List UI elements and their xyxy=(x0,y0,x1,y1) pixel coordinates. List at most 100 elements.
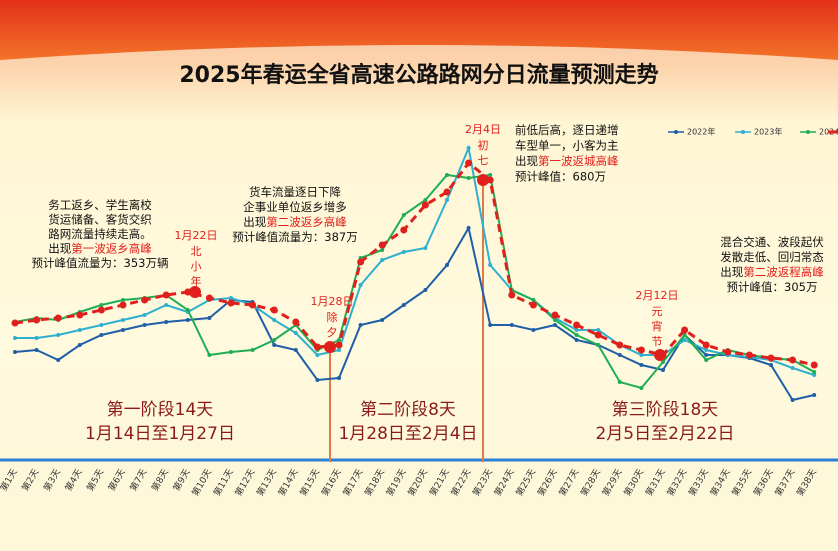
point xyxy=(551,311,559,319)
annotation-text: 企事业单位返乡增多 xyxy=(243,200,347,214)
stage-name: 第一阶段14天 xyxy=(107,400,214,420)
point xyxy=(488,323,493,327)
point xyxy=(164,303,169,307)
highlight-dot xyxy=(654,349,666,361)
stage-range: 2月5日至2月22日 xyxy=(595,424,734,444)
point xyxy=(553,318,557,322)
point xyxy=(13,336,17,340)
point xyxy=(423,246,428,250)
annotation-text: 务工返乡、学生离校 xyxy=(48,198,152,212)
annotation-text: 预计峰值流量为：387万 xyxy=(232,230,357,244)
annotation: 预计峰值流量为：353万辆 xyxy=(32,256,169,270)
point xyxy=(400,226,408,234)
date-marker-label: 初 xyxy=(478,138,489,152)
legend-swatch xyxy=(674,130,678,134)
legend-swatch xyxy=(741,130,745,134)
annotation: 前低后高，逐日递增 xyxy=(515,123,619,137)
annotation: 预计峰值：680万 xyxy=(515,169,606,183)
annotation: 货车流量逐日下降 xyxy=(249,185,341,199)
annotation: 预计峰值流量为：387万 xyxy=(232,230,357,244)
point xyxy=(380,248,385,252)
point xyxy=(423,288,428,292)
date-marker: 2月4日 xyxy=(465,123,501,136)
date-marker-label: 宵 xyxy=(652,319,663,333)
point xyxy=(639,386,644,390)
point xyxy=(337,348,341,352)
point xyxy=(337,338,341,342)
annotation-text: 车型单一，小客为主 xyxy=(515,138,619,152)
point xyxy=(227,299,235,307)
point xyxy=(77,343,82,347)
series-line xyxy=(14,173,815,390)
point xyxy=(617,353,622,357)
date-marker-label: 元 xyxy=(652,305,663,318)
point xyxy=(445,173,449,177)
point xyxy=(617,380,622,384)
point xyxy=(767,354,775,362)
annotation: 混合交通、波段起伏 xyxy=(720,235,824,249)
point xyxy=(33,316,41,324)
annotation-highlight: 第一波返乡高峰 xyxy=(71,241,152,255)
point xyxy=(358,283,363,287)
date-marker-label: 节 xyxy=(652,335,663,348)
point xyxy=(185,318,190,322)
panel xyxy=(0,45,838,551)
point xyxy=(465,159,473,167)
annotation: 务工返乡、学生离校 xyxy=(48,198,152,212)
point xyxy=(292,318,300,326)
point xyxy=(812,393,817,397)
point xyxy=(596,343,601,347)
point xyxy=(466,146,471,150)
point xyxy=(335,341,343,349)
annotation-highlight: 第一波返城高峰 xyxy=(538,154,619,168)
legend-swatch xyxy=(806,130,810,134)
annotation: 出现第二波返乡高峰 xyxy=(243,215,347,229)
annotation-text: 路网流量持续走高。 xyxy=(48,227,152,241)
point xyxy=(445,263,449,267)
point xyxy=(637,346,645,354)
annotation-text: 出现 xyxy=(48,241,71,255)
series-line xyxy=(15,144,815,376)
point xyxy=(142,323,147,327)
point xyxy=(682,333,687,337)
point xyxy=(337,376,341,380)
annotation: 出现第二波返程高峰 xyxy=(720,265,824,279)
point xyxy=(682,338,687,342)
point xyxy=(207,316,212,320)
point xyxy=(315,353,320,357)
point xyxy=(99,323,104,327)
point xyxy=(639,353,644,357)
point xyxy=(745,351,753,359)
highlight-dot xyxy=(477,174,489,186)
date-marker: 2月12日 xyxy=(636,289,679,302)
annotation-highlight: 第二波返乡高峰 xyxy=(266,215,347,229)
annotation-text: 货运储备、客货交织 xyxy=(48,212,152,226)
point xyxy=(509,323,514,327)
highlight-dot xyxy=(189,286,201,298)
annotation: 预计峰值：305万 xyxy=(727,280,818,294)
point xyxy=(313,343,321,351)
annotation: 车型单一，小客为主 xyxy=(515,138,619,152)
date-marker: 1月28日 xyxy=(311,295,354,308)
point xyxy=(812,373,817,377)
point xyxy=(380,258,385,262)
point xyxy=(661,360,665,364)
annotation-text: 出现 xyxy=(515,154,538,168)
date-marker-label: 除 xyxy=(327,310,338,324)
annotation: 发散走低、回归常态 xyxy=(720,250,824,264)
point xyxy=(704,358,709,362)
point xyxy=(141,296,149,304)
point xyxy=(789,356,797,364)
point xyxy=(250,348,255,352)
point xyxy=(616,341,624,349)
point xyxy=(596,328,601,332)
point xyxy=(205,294,213,302)
annotation: 货运储备、客货交织 xyxy=(48,212,152,226)
annotation: 出现第一波返城高峰 xyxy=(515,154,619,168)
point xyxy=(574,338,579,342)
point xyxy=(272,338,277,342)
point xyxy=(401,213,406,217)
annotation-text: 预计峰值：680万 xyxy=(515,169,606,183)
point xyxy=(293,331,298,335)
